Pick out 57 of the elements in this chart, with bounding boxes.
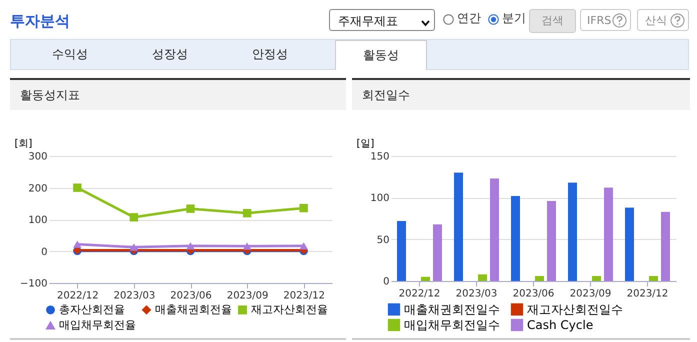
bar bbox=[604, 188, 613, 281]
y-tick-label: 50 bbox=[376, 234, 390, 246]
bar bbox=[661, 212, 670, 281]
legend-label: 재고자산회전율 bbox=[251, 302, 328, 316]
bar bbox=[490, 178, 499, 281]
text: 주재무제표 bbox=[329, 9, 435, 31]
x-tick-label: 2023/06 bbox=[170, 290, 212, 302]
legend-label: 매출채권회전일수 bbox=[404, 302, 500, 316]
bar bbox=[568, 182, 577, 281]
text: 안정성 bbox=[251, 46, 289, 63]
y-axis-title: [회] bbox=[14, 138, 32, 150]
legend-label: 매입채무회전율 bbox=[59, 318, 136, 332]
y-tick-label: 150 bbox=[370, 152, 390, 162]
y-tick-label: 200 bbox=[28, 183, 48, 194]
bar bbox=[535, 276, 544, 281]
y-axis-title: [일] bbox=[356, 138, 374, 150]
bar bbox=[433, 224, 442, 281]
y-tick-label: 100 bbox=[28, 215, 48, 226]
y-tick-label: 300 bbox=[28, 152, 48, 162]
x-tick-label: 2023/03 bbox=[114, 290, 156, 302]
bar bbox=[592, 276, 601, 281]
x-tick-label: 2023/03 bbox=[456, 288, 498, 300]
text: 성장성 bbox=[151, 46, 189, 63]
legend-label: 총자산회전율 bbox=[59, 302, 125, 316]
text: 활동성 bbox=[335, 40, 427, 70]
y-tick-label: 100 bbox=[370, 193, 390, 204]
bar bbox=[625, 208, 634, 281]
x-tick-label: 2022/12 bbox=[57, 290, 99, 302]
x-tick-label: 2023/09 bbox=[570, 288, 612, 300]
bar bbox=[454, 172, 463, 281]
bar bbox=[649, 276, 658, 281]
text: 투자분석 bbox=[10, 12, 70, 31]
text: IFRS bbox=[580, 9, 631, 31]
y-tick-label: 0 bbox=[383, 276, 390, 288]
text: 검색 bbox=[529, 9, 576, 33]
bar bbox=[547, 201, 556, 281]
y-tick-label: 0 bbox=[41, 246, 48, 258]
legend-label: 매출채권회전율 bbox=[155, 302, 232, 316]
legend-label: 매입채무회전일수 bbox=[404, 318, 500, 332]
bar bbox=[397, 221, 406, 281]
x-tick-label: 2023/12 bbox=[283, 290, 325, 302]
y-tick-label: −100 bbox=[20, 278, 48, 290]
x-tick-label: 2023/12 bbox=[626, 288, 668, 300]
x-tick-label: 2023/09 bbox=[226, 290, 268, 302]
chart-title: 회전일수 bbox=[352, 80, 690, 110]
text: 수익성 bbox=[51, 46, 89, 63]
text: 산식 bbox=[637, 9, 689, 31]
x-tick-label: 2023/06 bbox=[512, 288, 554, 300]
text: 분기 bbox=[502, 10, 526, 27]
chart-title: 활동성지표 bbox=[10, 80, 346, 110]
x-tick-label: 2022/12 bbox=[398, 288, 440, 300]
text: 연간 bbox=[457, 10, 481, 27]
bar bbox=[511, 196, 520, 281]
legend-label: Cash Cycle bbox=[527, 318, 594, 332]
bar bbox=[421, 276, 430, 281]
bar bbox=[478, 274, 487, 281]
legend-label: 재고자산회전일수 bbox=[527, 302, 623, 316]
